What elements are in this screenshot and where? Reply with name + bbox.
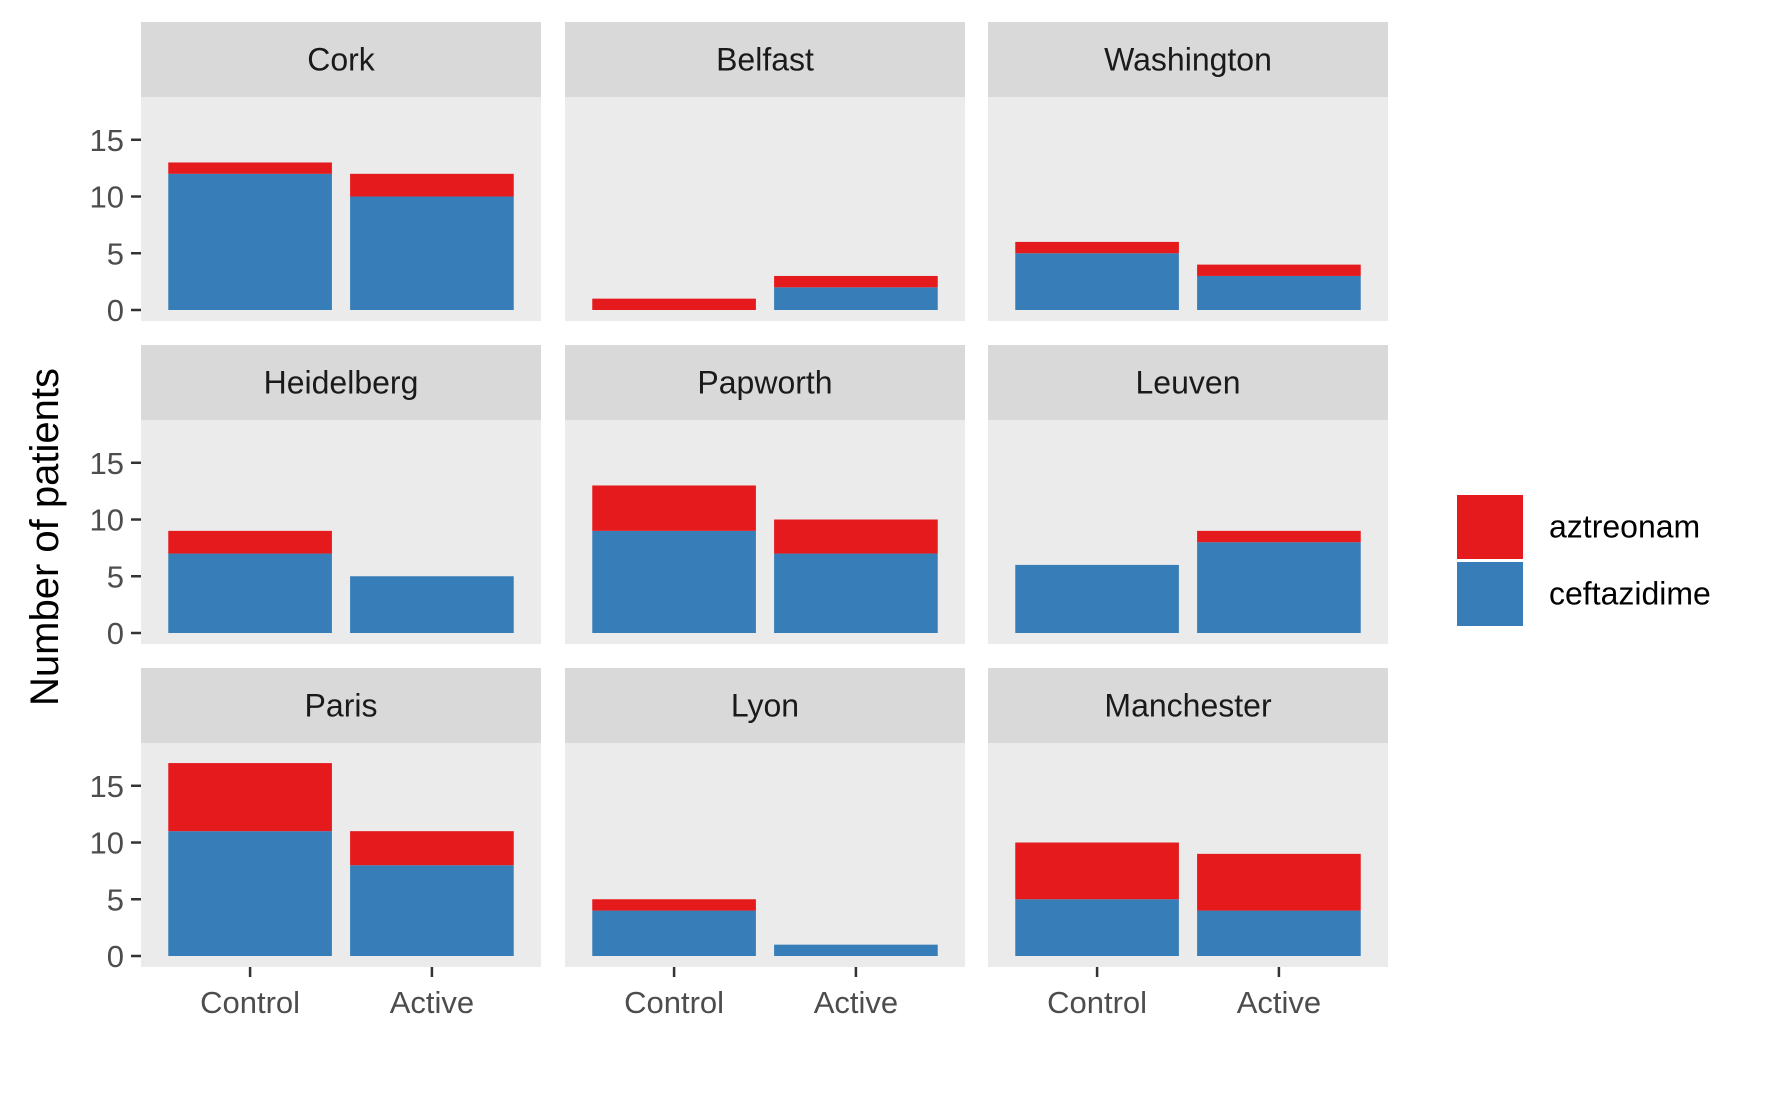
legend-key-ceftazidime	[1457, 562, 1523, 626]
facet-strip	[988, 345, 1388, 420]
legend-label-aztreonam: aztreonam	[1549, 509, 1700, 545]
facet-strip-label: Paris	[305, 688, 378, 724]
y-tick-label: 0	[107, 293, 124, 328]
bar-segment-aztreonam-active	[1197, 264, 1361, 276]
bar-segment-aztreonam-active	[1197, 853, 1361, 911]
y-axis-title: Number of patients	[23, 368, 67, 706]
y-tick-label: 5	[107, 559, 124, 594]
facet-strip	[141, 668, 541, 743]
y-axes: 0 5 10 15 0 5 10 15 0 5 10 15	[90, 123, 141, 974]
facet-strip	[141, 22, 541, 97]
bar-segment-ceftazidime-control	[168, 553, 332, 633]
y-tick-label: 10	[90, 180, 124, 215]
facet-strip-label: Heidelberg	[264, 365, 419, 401]
facet-strip-label: Papworth	[697, 365, 832, 401]
bar-segment-ceftazidime-control	[1015, 253, 1179, 310]
y-tick-label: 10	[90, 826, 124, 861]
facet-strip	[141, 345, 541, 420]
bar-segment-ceftazidime-control	[168, 831, 332, 956]
x-tick-label: Control	[1047, 985, 1147, 1020]
bar-segment-aztreonam-control	[168, 763, 332, 832]
y-tick-label: 15	[90, 446, 124, 481]
facet-panel-lyon: Lyon	[565, 668, 965, 967]
bar-segment-aztreonam-control	[168, 162, 332, 174]
facet-strip-label: Manchester	[1104, 688, 1272, 724]
facet-strip-label: Leuven	[1136, 365, 1241, 401]
facet-panel-manchester: Manchester	[988, 668, 1388, 967]
bar-segment-ceftazidime-active	[350, 576, 514, 633]
facet-panel-papworth: Papworth	[565, 345, 965, 644]
bar-segment-ceftazidime-control	[1015, 899, 1179, 956]
bar-segment-aztreonam-control	[592, 298, 756, 310]
bar-segment-ceftazidime-active	[774, 553, 938, 633]
bar-segment-aztreonam-control	[168, 530, 332, 554]
x-axis: Control Active Control Active Control Active	[200, 967, 1321, 1020]
bar-segment-aztreonam-control	[1015, 842, 1179, 900]
bar-segment-ceftazidime-active	[1197, 542, 1361, 633]
y-tick-label: 5	[107, 882, 124, 917]
bar-segment-ceftazidime-active	[1197, 275, 1361, 310]
bar-segment-ceftazidime-control	[168, 173, 332, 310]
facet-panel-leuven: Leuven	[988, 345, 1388, 644]
bar-segment-ceftazidime-active	[350, 865, 514, 956]
facet-panel-cork: Cork	[141, 22, 541, 321]
legend: aztreonam ceftazidime	[1457, 495, 1711, 626]
bar-segment-ceftazidime-active	[350, 196, 514, 310]
y-tick-label: 15	[90, 769, 124, 804]
y-tick-label: 15	[90, 123, 124, 158]
bar-segment-ceftazidime-active	[774, 944, 938, 956]
facet-strip	[988, 668, 1388, 743]
bar-segment-aztreonam-active	[1197, 530, 1361, 543]
facet-panel-paris: Paris	[141, 668, 541, 967]
facet-strip	[565, 668, 965, 743]
y-tick-label: 0	[107, 616, 124, 651]
bar-segment-aztreonam-active	[774, 275, 938, 288]
y-tick-label: 0	[107, 939, 124, 974]
bar-segment-aztreonam-control	[592, 899, 756, 911]
facet-strip-label: Belfast	[716, 42, 814, 78]
facet-strip	[988, 22, 1388, 97]
facet-strip	[565, 345, 965, 420]
y-tick-label: 5	[107, 236, 124, 271]
bar-segment-ceftazidime-active	[1197, 910, 1361, 956]
facet-strip-label: Cork	[307, 42, 376, 78]
x-tick-label: Active	[1237, 985, 1321, 1020]
bar-segment-aztreonam-active	[350, 831, 514, 866]
y-tick-label: 10	[90, 503, 124, 538]
bar-segment-ceftazidime-active	[774, 287, 938, 310]
legend-label-ceftazidime: ceftazidime	[1549, 576, 1711, 612]
legend-key-aztreonam	[1457, 495, 1523, 559]
facet-strip-label: Washington	[1104, 42, 1272, 78]
facet-panel-washington: Washington	[988, 22, 1388, 321]
bar-segment-ceftazidime-control	[592, 910, 756, 956]
facet-strip-label: Lyon	[731, 688, 799, 724]
facet-panel-heidelberg: Heidelberg	[141, 345, 541, 644]
x-tick-label: Active	[814, 985, 898, 1020]
bar-segment-aztreonam-active	[350, 173, 514, 197]
bar-segment-ceftazidime-control	[592, 530, 756, 633]
bar-segment-aztreonam-active	[774, 519, 938, 554]
facet-panels: Cork Belfast Washington Heidelberg Papworth L…	[141, 22, 1388, 967]
x-tick-label: Control	[624, 985, 724, 1020]
bar-segment-aztreonam-control	[592, 485, 756, 531]
bar-segment-aztreonam-control	[1015, 241, 1179, 254]
x-tick-label: Active	[390, 985, 474, 1020]
facet-strip	[565, 22, 965, 97]
x-tick-label: Control	[200, 985, 300, 1020]
bar-segment-ceftazidime-control	[1015, 564, 1179, 633]
facet-panel-belfast: Belfast	[565, 22, 965, 321]
